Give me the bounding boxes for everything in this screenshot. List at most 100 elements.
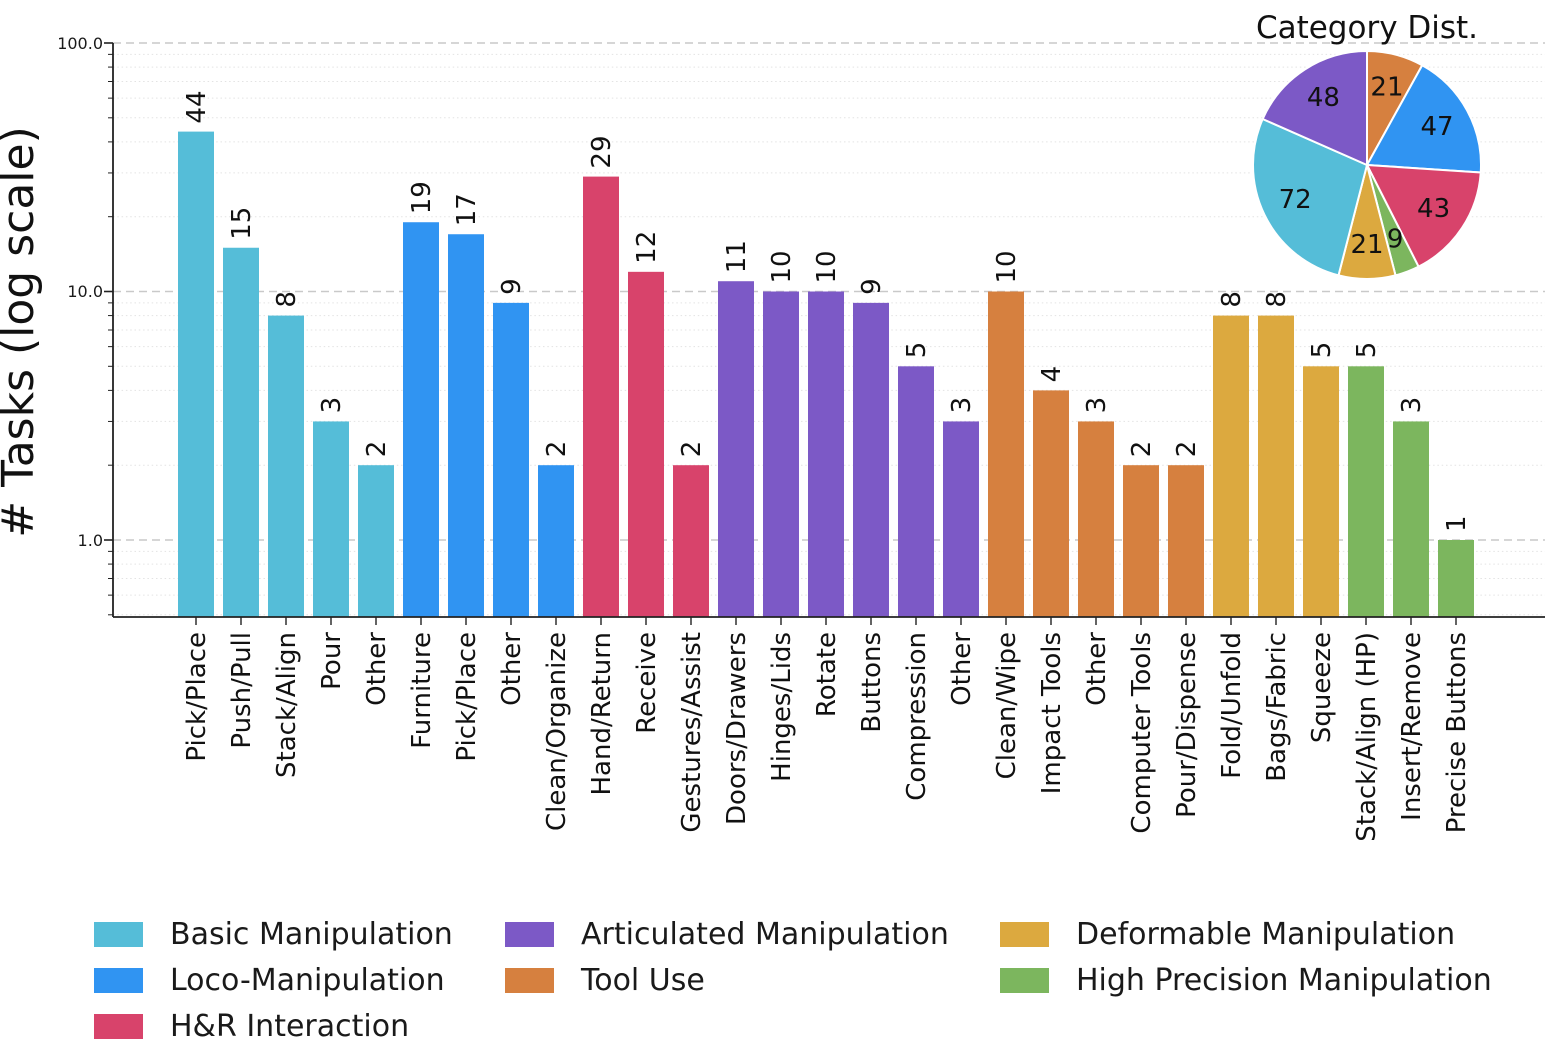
x-tick-label: Precise Buttons — [1442, 632, 1472, 833]
x-tick-label: Other — [362, 632, 392, 706]
bar-receive — [628, 271, 664, 617]
bar-value-label: 11 — [722, 240, 752, 273]
bar-stack-align-hp- — [1348, 366, 1384, 617]
bar-stack-align — [268, 315, 304, 617]
bar-squeeze — [1303, 366, 1339, 617]
bar-value-label: 10 — [992, 250, 1022, 283]
pie-slice-label: 43 — [1417, 194, 1450, 224]
bar-value-label: 5 — [1352, 342, 1382, 359]
x-tick-label: Other — [497, 632, 527, 706]
bar-rotate — [808, 291, 844, 617]
x-tick-label: Clean/Organize — [542, 632, 572, 831]
x-tick-label: Impact Tools — [1037, 632, 1067, 794]
bar-value-label: 19 — [407, 181, 437, 214]
bar-value-label: 2 — [1172, 441, 1202, 458]
bar-value-label: 3 — [1082, 397, 1112, 414]
bar-other — [358, 465, 394, 617]
pie-slice-label: 47 — [1421, 112, 1454, 142]
bar-clean-wipe — [988, 291, 1024, 617]
x-tick-label: Clean/Wipe — [992, 632, 1022, 779]
x-tick-label: Fold/Unfold — [1217, 632, 1247, 779]
x-tick-label: Pour — [317, 632, 347, 690]
x-tick-label: Push/Pull — [227, 632, 257, 749]
x-tick-label: Other — [1082, 632, 1112, 706]
bar-hand-return — [583, 176, 619, 617]
x-tick-label: Hinges/Lids — [767, 632, 797, 782]
bar-value-label: 1 — [1442, 515, 1472, 532]
bar-impact-tools — [1033, 390, 1069, 617]
bar-value-label: 8 — [1217, 291, 1247, 308]
bar-value-label: 15 — [227, 207, 257, 240]
pie-slice-label: 9 — [1387, 225, 1404, 255]
bar-value-label: 2 — [1127, 441, 1157, 458]
x-tick-label: Hand/Return — [587, 632, 617, 796]
bar-pick-place — [448, 234, 484, 617]
y-tick-label-1: 1.0 — [78, 531, 103, 550]
y-axis-title: # Tasks (log scale) — [0, 126, 44, 538]
bar-doors-drawers — [718, 281, 754, 617]
y-tick-label-100: 100.0 — [57, 34, 103, 53]
pie-slice-label: 72 — [1279, 185, 1312, 215]
bar-value-label: 2 — [677, 441, 707, 458]
bar-value-label: 10 — [767, 250, 797, 283]
x-tick-label: Compression — [902, 632, 932, 801]
bar-value-label: 12 — [632, 231, 662, 264]
pie-slice-loco-manipulation — [1366, 64, 1482, 174]
x-tick-label: Computer Tools — [1127, 632, 1157, 834]
bar-value-label: 3 — [947, 397, 977, 414]
pie-slice-articulated-manipulation — [1261, 50, 1368, 166]
bar-push-pull — [223, 247, 259, 617]
axes-layer — [104, 42, 1545, 625]
bar-value-label: 8 — [1262, 291, 1292, 308]
bar-value-label: 3 — [317, 397, 347, 414]
bar-value-label: 2 — [542, 441, 572, 458]
bar-bags-fabric — [1258, 315, 1294, 617]
bar-value-label: 17 — [452, 193, 482, 226]
bar-hinges-lids — [763, 291, 799, 617]
bar-pour — [313, 421, 349, 617]
bar-pick-place — [178, 131, 214, 618]
x-tick-label: Stack/Align — [272, 632, 302, 778]
bar-precise-buttons — [1438, 540, 1474, 617]
x-tick-label: Pick/Place — [182, 632, 212, 762]
bar-clean-organize — [538, 465, 574, 617]
x-tick-label: Rotate — [812, 632, 842, 717]
bar-value-label: 5 — [1307, 342, 1337, 359]
x-tick-label: Gestures/Assist — [677, 632, 707, 833]
bar-compression — [898, 366, 934, 617]
x-tick-label: Insert/Remove — [1397, 632, 1427, 821]
x-tick-label: Furniture — [407, 632, 437, 749]
bar-other — [1078, 421, 1114, 617]
bar-value-label: 9 — [497, 278, 527, 295]
bar-value-label: 2 — [362, 441, 392, 458]
x-tick-label: Receive — [632, 632, 662, 734]
bar-computer-tools — [1123, 465, 1159, 617]
bar-fold-unfold — [1213, 315, 1249, 617]
x-tick-label: Squeeze — [1307, 632, 1337, 743]
bar-pour-dispense — [1168, 465, 1204, 617]
bar-value-label: 29 — [587, 136, 617, 169]
x-tick-label: Buttons — [857, 632, 887, 733]
bar-value-label: 4 — [1037, 366, 1067, 383]
y-tick-label-10: 10.0 — [67, 282, 103, 301]
bar-value-label: 9 — [857, 278, 887, 295]
bar-value-label: 44 — [182, 91, 212, 124]
x-tick-label: Pick/Place — [452, 632, 482, 762]
bar-other — [943, 421, 979, 617]
bar-value-label: 10 — [812, 250, 842, 283]
bar-buttons — [853, 302, 889, 617]
bar-value-label: 8 — [272, 291, 302, 308]
bar-gestures-assist — [673, 465, 709, 617]
pie-slice-h-r-interaction — [1366, 164, 1482, 268]
pie-slice-basic-manipulation — [1252, 118, 1368, 277]
pie-slice-label: 48 — [1307, 83, 1340, 113]
x-tick-label: Doors/Drawers — [722, 632, 752, 825]
bar-value-label: 3 — [1397, 397, 1427, 414]
pie-slice-label: 21 — [1350, 230, 1383, 260]
x-tick-label: Stack/Align (HP) — [1352, 632, 1382, 842]
bars-layer: 44Pick/Place15Push/Pull8Stack/Align3Pour… — [178, 91, 1474, 842]
bar-other — [493, 302, 529, 617]
